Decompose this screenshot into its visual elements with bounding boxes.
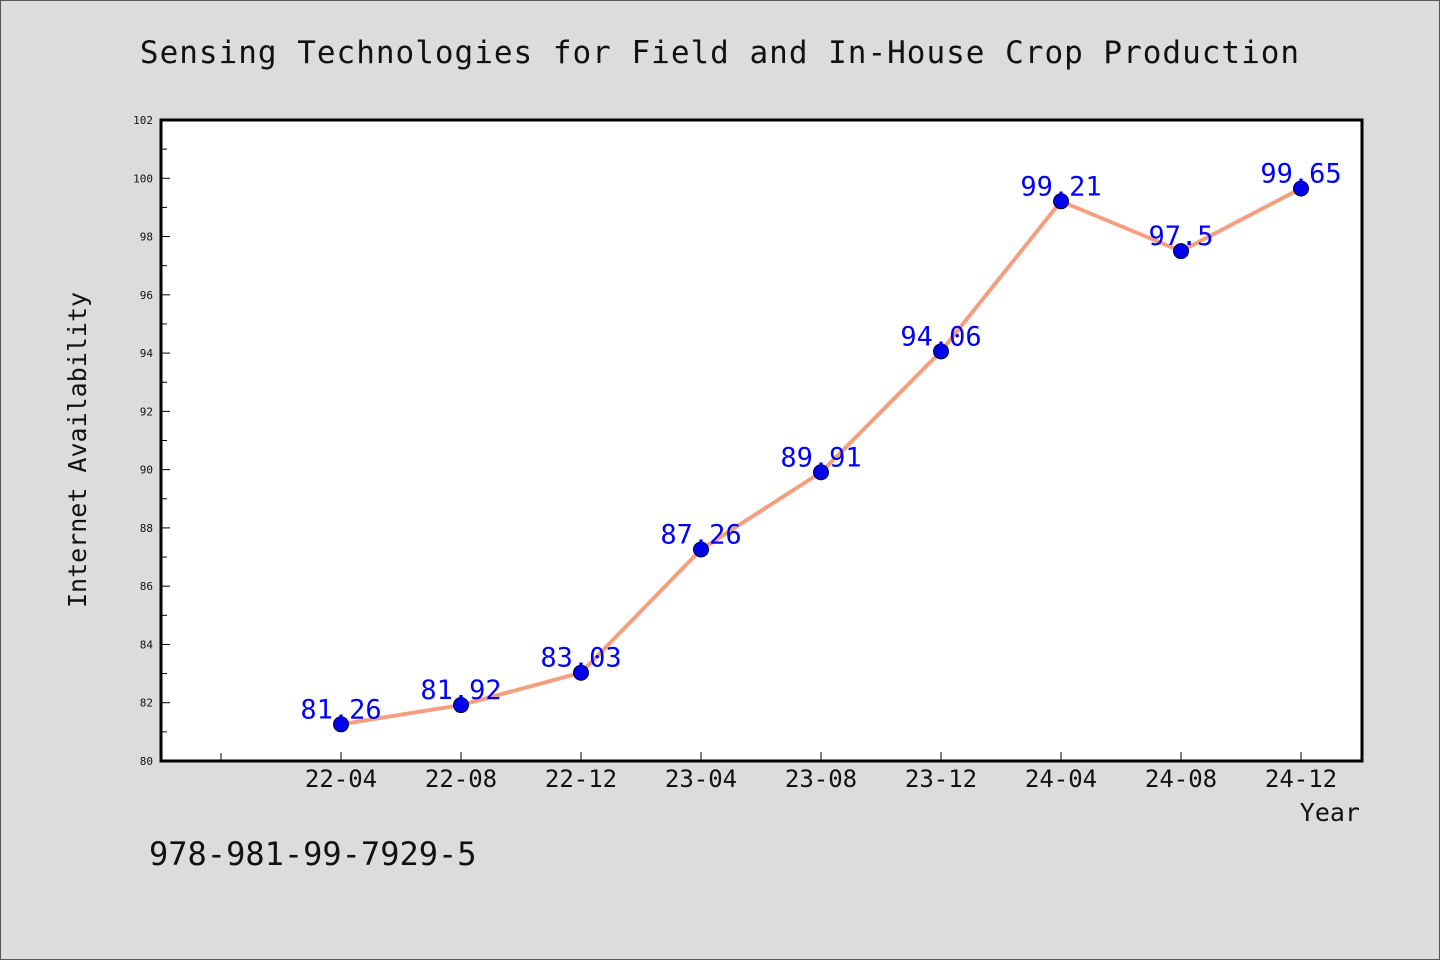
data-point [1173, 243, 1189, 260]
data-label: 97.5 [1148, 221, 1213, 252]
data-label: 81.92 [420, 675, 501, 706]
y-tick-label: 82 [140, 697, 153, 710]
y-tick-label: 92 [140, 405, 153, 418]
y-tick-label: 86 [140, 580, 153, 593]
data-point [1053, 193, 1069, 210]
data-label: 83.03 [540, 643, 621, 674]
data-label: 87.26 [660, 519, 741, 550]
chart-title: Sensing Technologies for Field and In-Ho… [139, 35, 1301, 71]
x-tick-label: 22-12 [545, 765, 617, 793]
y-tick-label: 84 [140, 638, 154, 651]
x-axis-label: Year [1300, 798, 1360, 827]
data-point [693, 541, 709, 558]
x-tick-label: 23-12 [905, 765, 977, 793]
data-label: 89.91 [780, 442, 861, 473]
data-label: 99.65 [1260, 158, 1341, 189]
data-point [453, 697, 469, 714]
y-tick-label: 96 [140, 289, 153, 302]
x-tick-label: 23-08 [785, 765, 857, 793]
data-point [813, 464, 829, 481]
x-tick-label: 24-04 [1025, 765, 1097, 793]
x-tick-label: 24-08 [1145, 765, 1217, 793]
y-tick-label: 88 [140, 522, 153, 535]
y-tick-label: 90 [140, 464, 153, 477]
y-tick-label: 102 [133, 114, 153, 127]
plot-frame [159, 118, 1364, 763]
x-tick-label: 22-04 [305, 765, 377, 793]
data-point [1293, 180, 1309, 197]
data-point [933, 343, 949, 360]
data-label: 94.06 [900, 321, 981, 352]
y-tick-label: 80 [140, 755, 153, 768]
data-point [333, 716, 349, 733]
y-tick-label: 94 [140, 347, 154, 360]
y-tick-label: 98 [140, 231, 153, 244]
x-tick-label: 23-04 [665, 765, 737, 793]
data-point [573, 664, 589, 681]
plot-area [161, 120, 1362, 761]
isbn-footnote: 978-981-99-7929-5 [149, 835, 477, 873]
y-tick-label: 100 [133, 172, 153, 185]
x-tick-label: 22-08 [425, 765, 497, 793]
y-axis-label: Internet Availability [63, 292, 92, 608]
x-tick-label: 24-12 [1265, 765, 1337, 793]
data-label: 99.21 [1020, 171, 1101, 202]
data-label: 81.26 [300, 694, 381, 725]
